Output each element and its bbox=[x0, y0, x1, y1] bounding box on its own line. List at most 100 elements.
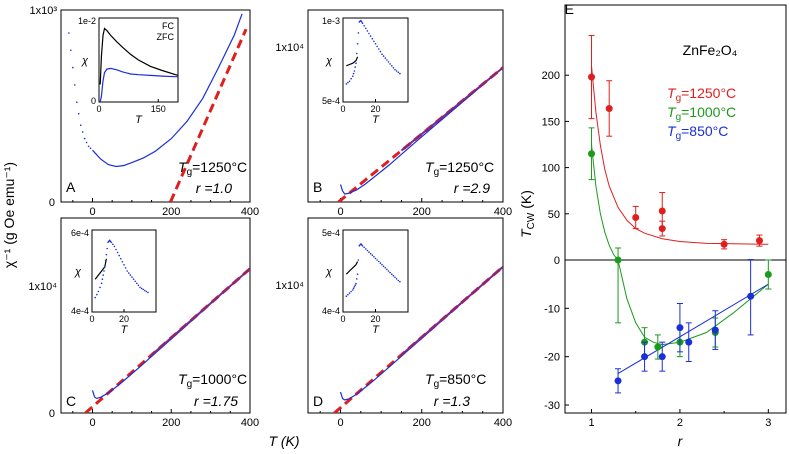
legend-entry: Tg=1250°C bbox=[667, 85, 736, 104]
panel-b: 0 200 400 1x10⁴ B Tg=1250°C r =2.9 0 20 5e-4 1e-3 T… bbox=[275, 9, 512, 218]
data-point bbox=[68, 32, 70, 34]
data-point bbox=[77, 112, 80, 115]
inset-zfc-point bbox=[392, 67, 395, 69]
plot-frame bbox=[307, 9, 504, 203]
inset-zfc-point bbox=[368, 32, 370, 35]
data-line bbox=[92, 13, 243, 168]
inset-zfc-point bbox=[387, 270, 390, 272]
data-point bbox=[79, 124, 82, 126]
inset-zfc-point bbox=[355, 62, 357, 64]
panel-label: B bbox=[313, 179, 322, 195]
inset-zfc-point bbox=[355, 282, 357, 285]
inset-zfc-point bbox=[384, 57, 387, 59]
data-point bbox=[654, 343, 662, 351]
inset-zfc-point bbox=[394, 68, 396, 71]
inset-fc-line bbox=[94, 258, 107, 280]
tg-annotation: Tg=1000°C bbox=[178, 371, 247, 390]
inset-zfc-point bbox=[366, 249, 369, 252]
y-tick-label: 50 bbox=[548, 209, 560, 221]
y-tick-label: 0 bbox=[554, 255, 560, 267]
inset-zfc-line bbox=[99, 67, 179, 103]
inset-x-label: T bbox=[135, 114, 143, 126]
inset-zfc-point bbox=[379, 262, 382, 264]
series-group bbox=[333, 265, 503, 413]
x-tick-label: 400 bbox=[494, 417, 512, 429]
inset-zfc-point bbox=[348, 80, 351, 83]
tg-annotation: Tg=850°C bbox=[425, 371, 486, 390]
inset-zfc-point bbox=[392, 274, 395, 277]
inset-zfc-point bbox=[369, 252, 372, 255]
inset-zfc-point bbox=[357, 259, 360, 261]
inset-zfc-point bbox=[115, 248, 117, 251]
data-point bbox=[81, 131, 84, 133]
data-point bbox=[720, 240, 728, 248]
inset-fc-line bbox=[99, 27, 179, 85]
inset-zfc-point bbox=[104, 266, 106, 268]
inset-zfc-point bbox=[136, 282, 138, 285]
inset-zfc-point bbox=[360, 21, 363, 23]
inset-zfc-point bbox=[110, 241, 112, 244]
inset-zfc-point bbox=[378, 260, 380, 263]
inset-zfc-point bbox=[100, 282, 103, 285]
fit-curve bbox=[591, 144, 769, 346]
inset-zfc-point bbox=[118, 254, 120, 257]
data-point bbox=[614, 377, 622, 385]
data-point bbox=[72, 66, 74, 69]
inset-y-label: χ bbox=[74, 266, 82, 278]
inset-zfc-point bbox=[112, 243, 114, 246]
data-point bbox=[70, 49, 72, 52]
chart-title: ZnFe₂O₄ bbox=[683, 42, 738, 58]
inset-zfc-point bbox=[352, 287, 355, 290]
inset-x-label: T bbox=[372, 114, 380, 126]
data-point bbox=[588, 73, 596, 81]
inset-zfc-point bbox=[104, 259, 107, 262]
inset-zfc-point bbox=[389, 63, 391, 65]
inset-zfc-point bbox=[140, 287, 143, 290]
inset-zfc-point bbox=[395, 70, 398, 72]
inset-zfc-point bbox=[368, 251, 370, 253]
r-annotation: r =2.9 bbox=[454, 180, 490, 196]
inset-zfc-point bbox=[361, 245, 364, 247]
inset-x-tick-label: 0 bbox=[340, 314, 345, 324]
inset-zfc-point bbox=[345, 83, 348, 85]
inset-y-tick-label: 1e-3 bbox=[322, 16, 340, 26]
overlap-line bbox=[150, 267, 250, 356]
inset-zfc-point bbox=[139, 286, 141, 289]
y-tick-label: 200 bbox=[542, 70, 560, 82]
panel-label: D bbox=[313, 393, 323, 409]
data-point bbox=[87, 145, 90, 148]
data-point bbox=[632, 213, 640, 221]
inset-zfc-point bbox=[381, 263, 383, 266]
inset-fc-line bbox=[346, 56, 359, 67]
inset-x-tick-label: 20 bbox=[119, 314, 129, 324]
x-tick-label: 1 bbox=[588, 417, 594, 429]
inset-zfc-point bbox=[102, 274, 104, 276]
inset-zfc-point bbox=[374, 43, 377, 45]
inset-zfc-point bbox=[399, 280, 401, 283]
x-tick-label: 400 bbox=[241, 417, 259, 429]
inset-y-tick-label: 1e-2 bbox=[78, 16, 96, 26]
inset-zfc-point bbox=[363, 246, 365, 249]
inset-zfc-point bbox=[384, 267, 387, 269]
inset-x-tick-label: 0 bbox=[89, 314, 94, 324]
data-point bbox=[676, 324, 684, 332]
inset-zfc-point bbox=[350, 77, 352, 80]
inset-zfc-point bbox=[352, 289, 354, 291]
inset-zfc-point bbox=[354, 284, 357, 287]
tg-annotation: Tg=1250°C bbox=[425, 159, 494, 178]
inset-zfc-point bbox=[106, 247, 108, 250]
data-point bbox=[85, 141, 88, 144]
data-point bbox=[764, 271, 772, 278]
inset-zfc-point bbox=[373, 40, 375, 43]
panel-e: 1 2 3 -30 -20 -10 0 50 100 150 200 Er TCW (K) ZnFe₂O₄… bbox=[518, 1, 787, 449]
inset-frame bbox=[342, 229, 409, 313]
inset-y-tick-label: 6e-4 bbox=[71, 228, 89, 238]
data-point bbox=[614, 256, 622, 264]
inset-zfc-point bbox=[371, 254, 374, 256]
inset-zfc-point bbox=[386, 59, 388, 61]
inset-x-tick-label: 0 bbox=[96, 104, 101, 114]
inset-zfc-point bbox=[363, 25, 365, 27]
inset-zfc-point bbox=[137, 284, 140, 287]
inset-frame bbox=[342, 17, 409, 103]
